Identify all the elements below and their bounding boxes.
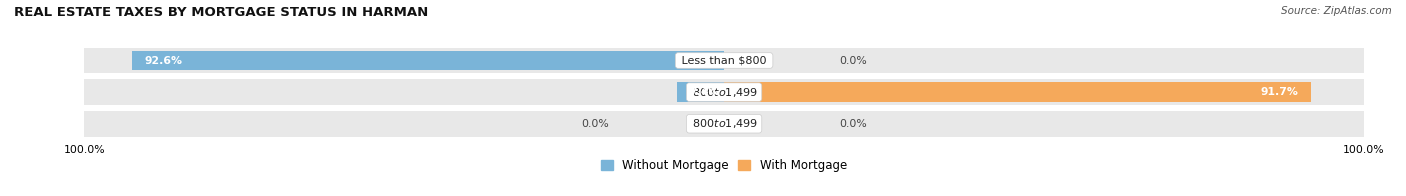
- Text: $800 to $1,499: $800 to $1,499: [689, 86, 759, 99]
- Text: 0.0%: 0.0%: [839, 55, 868, 65]
- Text: 92.6%: 92.6%: [145, 55, 183, 65]
- Bar: [724, 82, 1310, 102]
- Text: 0.0%: 0.0%: [581, 119, 609, 129]
- Text: Less than $800: Less than $800: [678, 55, 770, 65]
- Text: 7.4%: 7.4%: [689, 87, 720, 97]
- Text: 0.0%: 0.0%: [839, 119, 868, 129]
- Text: Source: ZipAtlas.com: Source: ZipAtlas.com: [1281, 6, 1392, 16]
- Text: REAL ESTATE TAXES BY MORTGAGE STATUS IN HARMAN: REAL ESTATE TAXES BY MORTGAGE STATUS IN …: [14, 6, 429, 19]
- Text: $800 to $1,499: $800 to $1,499: [689, 117, 759, 130]
- Bar: [676, 82, 724, 102]
- Bar: [84, 48, 1364, 74]
- Bar: [84, 111, 1364, 137]
- Bar: [132, 51, 724, 70]
- Bar: [84, 79, 1364, 105]
- Text: 91.7%: 91.7%: [1260, 87, 1298, 97]
- Legend: Without Mortgage, With Mortgage: Without Mortgage, With Mortgage: [602, 160, 846, 172]
